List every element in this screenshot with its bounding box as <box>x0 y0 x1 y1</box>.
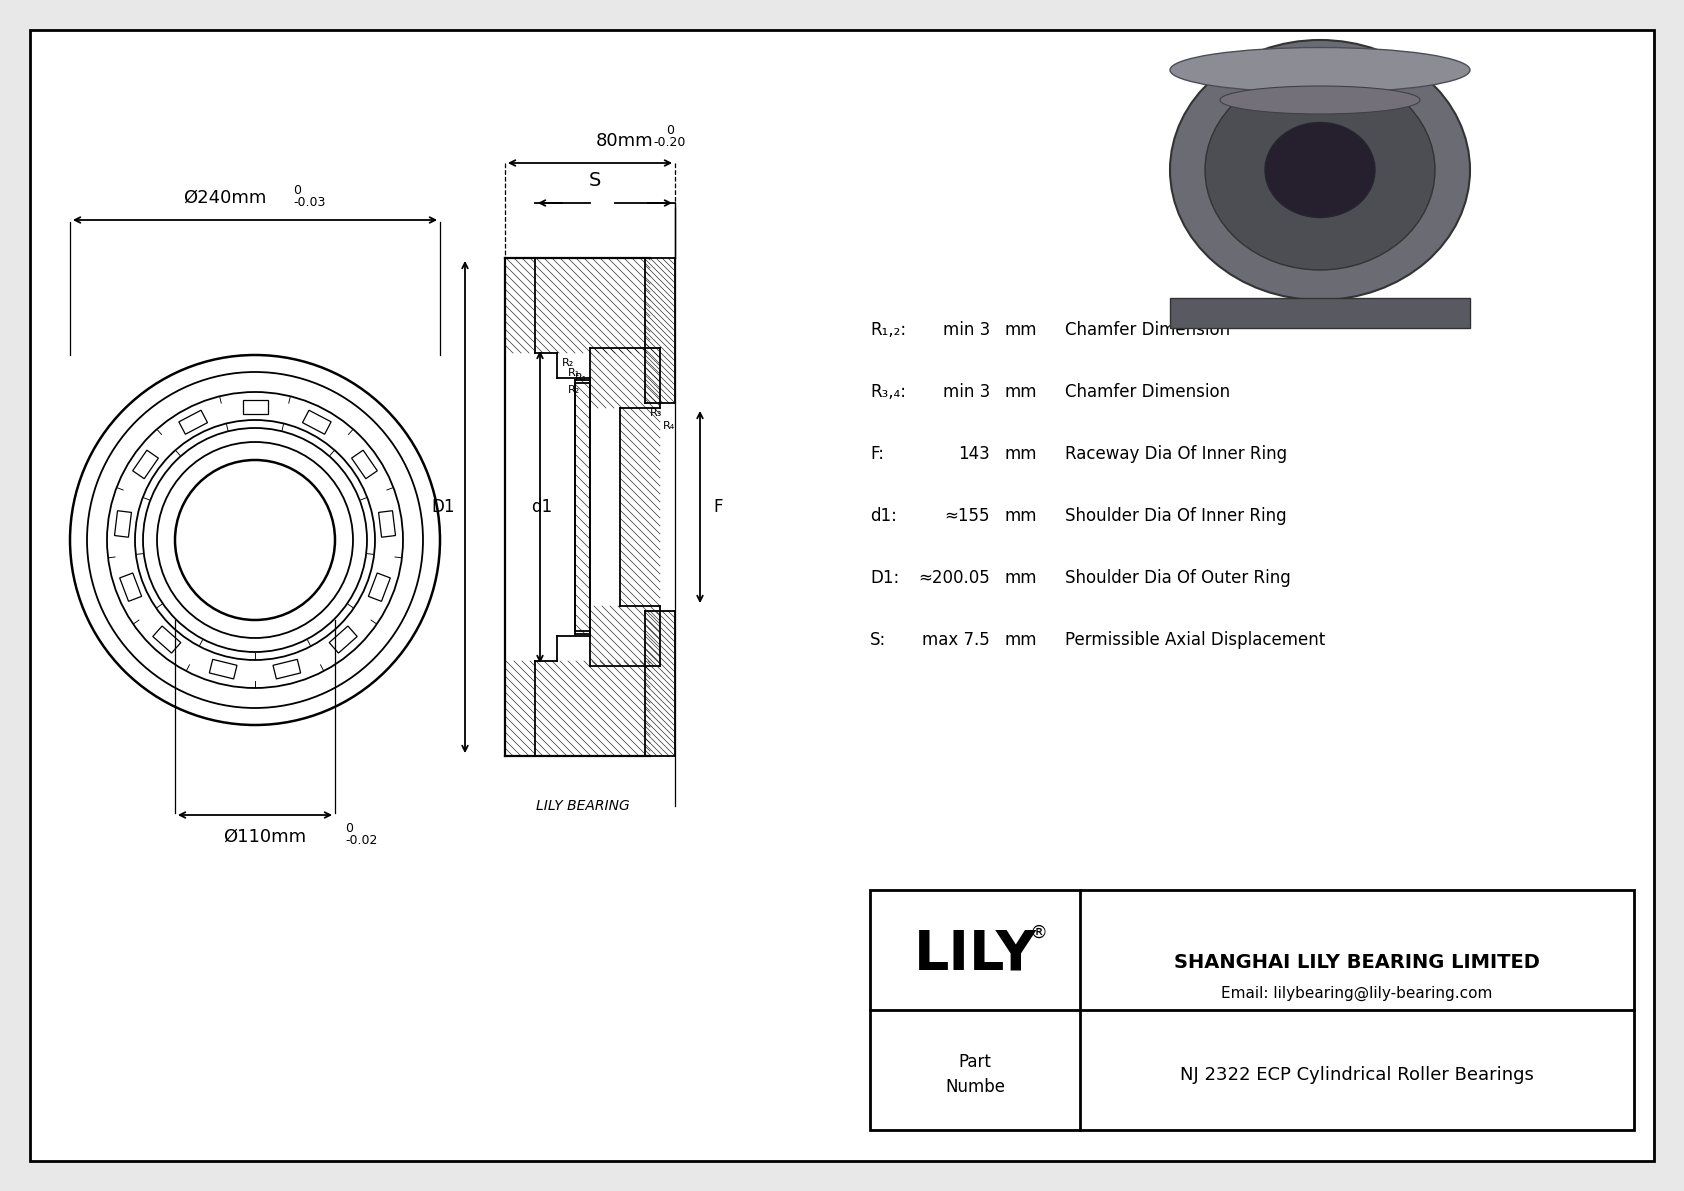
Text: R₁,₂:: R₁,₂: <box>871 322 906 339</box>
Text: mm: mm <box>1005 631 1037 649</box>
Text: Shoulder Dia Of Outer Ring: Shoulder Dia Of Outer Ring <box>1064 569 1290 587</box>
Text: R₂: R₂ <box>568 385 579 395</box>
Text: 0: 0 <box>345 822 354 835</box>
Text: mm: mm <box>1005 384 1037 401</box>
Ellipse shape <box>1170 40 1470 300</box>
Text: F:: F: <box>871 445 884 463</box>
Text: Email: lilybearing@lily-bearing.com: Email: lilybearing@lily-bearing.com <box>1221 986 1492 1000</box>
Ellipse shape <box>1219 85 1420 255</box>
Text: max 7.5: max 7.5 <box>923 631 990 649</box>
Text: Chamfer Dimension: Chamfer Dimension <box>1064 322 1229 339</box>
Text: min 3: min 3 <box>943 384 990 401</box>
Text: Chamfer Dimension: Chamfer Dimension <box>1064 384 1229 401</box>
Text: R₂: R₂ <box>562 358 574 368</box>
Polygon shape <box>1170 298 1470 328</box>
Text: 143: 143 <box>958 445 990 463</box>
Text: R₁: R₁ <box>568 368 579 378</box>
Text: ®: ® <box>1029 924 1047 942</box>
Text: S: S <box>589 172 601 191</box>
Text: Shoulder Dia Of Inner Ring: Shoulder Dia Of Inner Ring <box>1064 507 1287 525</box>
Text: -0.03: -0.03 <box>293 195 325 208</box>
Text: Part
Numbe: Part Numbe <box>945 1053 1005 1096</box>
Text: Ø110mm: Ø110mm <box>224 828 306 846</box>
Text: LILY BEARING: LILY BEARING <box>536 799 630 813</box>
Text: Permissible Axial Displacement: Permissible Axial Displacement <box>1064 631 1325 649</box>
Text: mm: mm <box>1005 507 1037 525</box>
Text: 80mm: 80mm <box>596 132 653 150</box>
Bar <box>871 890 1633 1130</box>
Text: SHANGHAI LILY BEARING LIMITED: SHANGHAI LILY BEARING LIMITED <box>1174 953 1539 972</box>
Text: R₃,₄:: R₃,₄: <box>871 384 906 401</box>
Text: R₄: R₄ <box>663 420 675 431</box>
Text: d1:: d1: <box>871 507 898 525</box>
Text: ≈155: ≈155 <box>945 507 990 525</box>
Text: S:: S: <box>871 631 886 649</box>
Text: Ø240mm: Ø240mm <box>184 189 266 207</box>
Text: -0.20: -0.20 <box>653 137 685 150</box>
Text: R₃: R₃ <box>650 409 662 418</box>
Text: D1:: D1: <box>871 569 899 587</box>
Ellipse shape <box>1206 70 1435 270</box>
Text: NJ 2322 ECP Cylindrical Roller Bearings: NJ 2322 ECP Cylindrical Roller Bearings <box>1180 1066 1534 1084</box>
Text: -0.02: -0.02 <box>345 834 377 847</box>
Text: LILY: LILY <box>913 928 1036 981</box>
Text: mm: mm <box>1005 445 1037 463</box>
Text: Raceway Dia Of Inner Ring: Raceway Dia Of Inner Ring <box>1064 445 1287 463</box>
Text: d1: d1 <box>532 498 552 516</box>
Text: 0: 0 <box>293 183 301 197</box>
Text: mm: mm <box>1005 569 1037 587</box>
Ellipse shape <box>1219 86 1420 114</box>
Text: ≈200.05: ≈200.05 <box>918 569 990 587</box>
Text: D1: D1 <box>431 498 455 516</box>
Text: R₁: R₁ <box>574 373 588 384</box>
Text: F: F <box>714 498 722 516</box>
Text: mm: mm <box>1005 322 1037 339</box>
Text: min 3: min 3 <box>943 322 990 339</box>
Ellipse shape <box>1170 48 1470 93</box>
Text: 0: 0 <box>665 125 674 137</box>
Ellipse shape <box>1265 123 1376 218</box>
